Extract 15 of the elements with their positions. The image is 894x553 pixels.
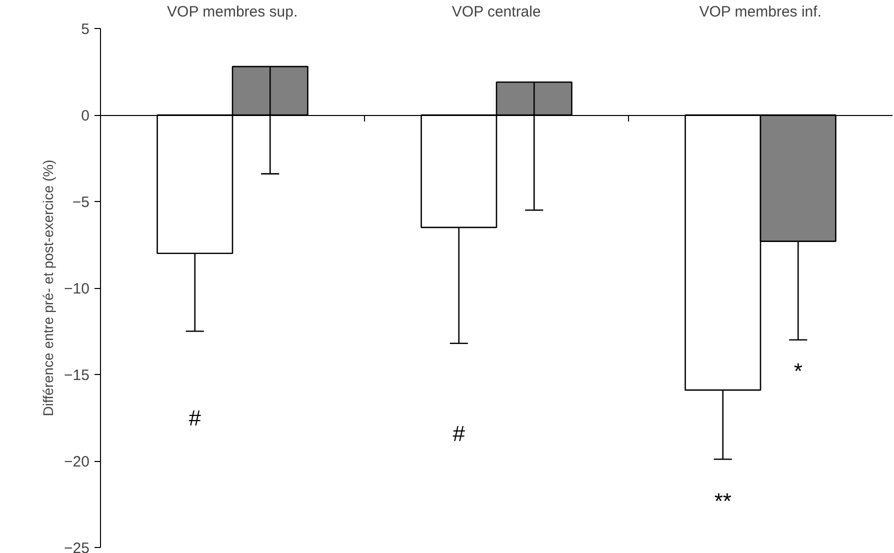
- y-tick-label: 5: [81, 21, 90, 38]
- y-tick-label: −15: [64, 367, 90, 384]
- y-tick-label: −5: [72, 194, 90, 211]
- annotation: #: [452, 420, 466, 446]
- x-tick-label: VOP membres inf.: [699, 4, 822, 20]
- y-tick-label: 0: [81, 108, 90, 124]
- y-tick-label: −10: [64, 280, 90, 298]
- y-tick-label: −20: [64, 454, 90, 470]
- y-axis-title: Différence entre pré- et post-exercice (%): [40, 160, 56, 416]
- x-tick-label: VOP membres sup.: [167, 4, 298, 20]
- annotation: #: [188, 405, 202, 430]
- x-tick-label: VOP centrale: [452, 4, 541, 20]
- y-tick-label: −25: [64, 540, 90, 553]
- annotation: **: [714, 488, 732, 514]
- annotation: *: [794, 358, 803, 384]
